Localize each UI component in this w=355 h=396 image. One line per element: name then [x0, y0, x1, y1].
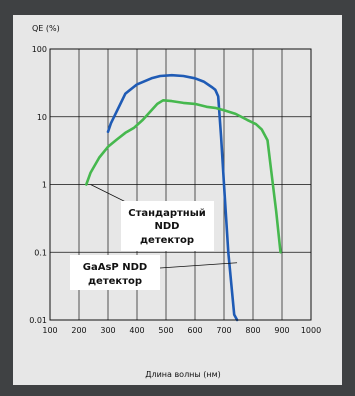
y-axis-title: QE (%) — [32, 24, 60, 33]
series-line-1 — [85, 99, 282, 254]
annotation-standard-line2: NDD — [155, 221, 180, 232]
annotation-gaasp-line1: GaAsP NDD — [83, 262, 147, 273]
y-tick-label: 1 — [42, 181, 47, 190]
x-tick-label: 300 — [100, 326, 115, 335]
annotation-gaasp: GaAsP NDD детектор — [70, 255, 238, 290]
x-tick-label: 200 — [71, 326, 86, 335]
plot-frame — [49, 48, 312, 321]
annotation-gaasp-line2: детектор — [88, 276, 142, 287]
y-tick-label: 0.1 — [34, 248, 47, 257]
y-tick-label: 10 — [37, 113, 47, 122]
x-tick-label: 600 — [187, 326, 202, 335]
annotation-standard-line1: Стандартный — [128, 208, 206, 219]
x-tick-label: 400 — [129, 326, 144, 335]
tick-labels: 100 200 300 400 500 600 700 800 900 1000 100 10 1 0.1… — [29, 45, 321, 335]
annotation-standard-line3: детектор — [140, 235, 194, 246]
series-line-0 — [106, 73, 239, 322]
x-tick-label: 1000 — [301, 326, 321, 335]
x-axis-title: Длина волны (нм) — [145, 370, 221, 379]
x-tick-label: 900 — [274, 326, 289, 335]
annotation-gaasp-arrow — [159, 262, 238, 269]
x-tick-label: 500 — [158, 326, 173, 335]
x-tick-label: 800 — [245, 326, 260, 335]
x-tick-label: 700 — [216, 326, 231, 335]
series — [85, 73, 282, 322]
x-tick-label: 100 — [42, 326, 57, 335]
annotation-gaasp-box — [70, 255, 160, 290]
annotation-standard-box — [121, 201, 214, 251]
y-tick-label: 0.01 — [29, 316, 47, 325]
y-tick-label: 100 — [32, 45, 47, 54]
chart-background — [13, 15, 342, 385]
annotation-standard: Стандартный NDD детектор — [90, 184, 214, 251]
